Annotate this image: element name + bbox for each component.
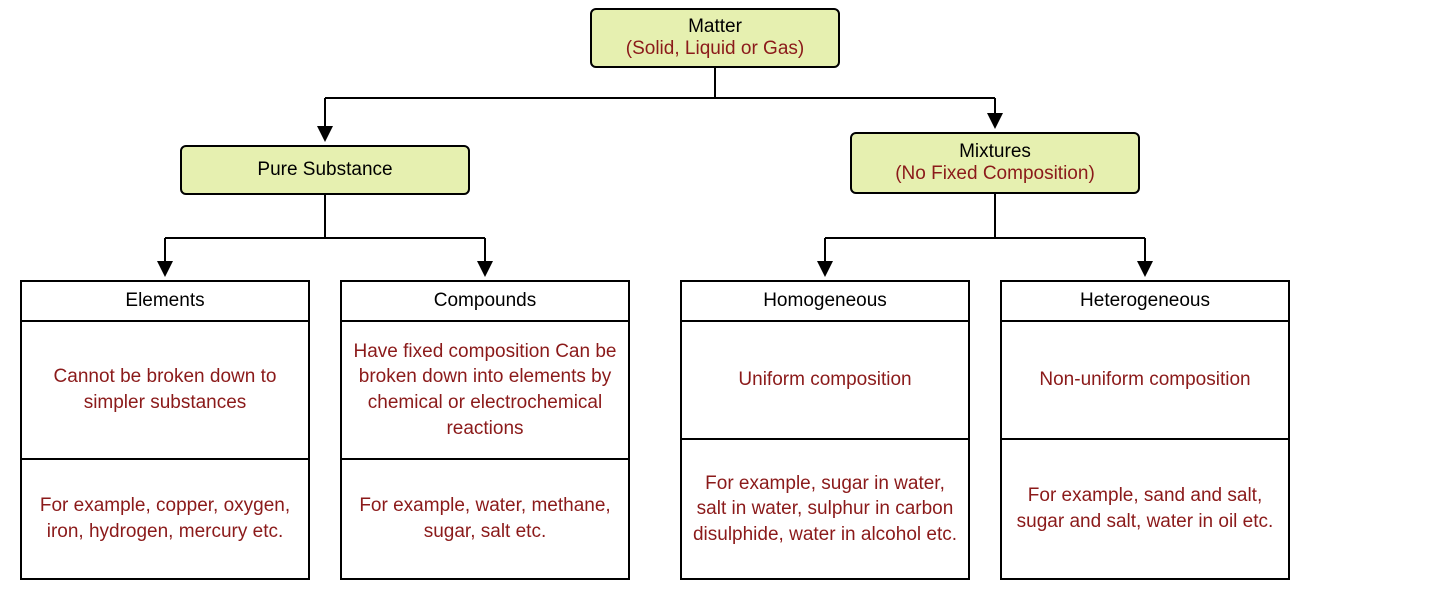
- node-compounds: Compounds Have fixed composition Can be …: [340, 280, 630, 580]
- node-homogeneous-title-cell: Homogeneous: [682, 282, 968, 322]
- node-homogeneous: Homogeneous Uniform composition For exam…: [680, 280, 970, 580]
- node-elements-desc-cell: Cannot be broken down to simpler substan…: [22, 322, 308, 460]
- node-matter: Matter (Solid, Liquid or Gas): [590, 8, 840, 68]
- node-pure-substance-title: Pure Substance: [257, 159, 392, 181]
- node-mixtures-subtitle: (No Fixed Composition): [895, 163, 1095, 185]
- node-compounds-title-cell: Compounds: [342, 282, 628, 322]
- node-heterogeneous-title-cell: Heterogeneous: [1002, 282, 1288, 322]
- node-mixtures-title: Mixtures: [959, 141, 1031, 163]
- node-homogeneous-desc-cell: Uniform composition: [682, 322, 968, 440]
- node-heterogeneous-desc-cell: Non-uniform composition: [1002, 322, 1288, 440]
- node-elements-example-cell: For example, copper, oxygen, iron, hydro…: [22, 460, 308, 578]
- node-elements: Elements Cannot be broken down to simple…: [20, 280, 310, 580]
- node-matter-subtitle: (Solid, Liquid or Gas): [626, 38, 804, 60]
- node-mixtures: Mixtures (No Fixed Composition): [850, 132, 1140, 194]
- node-heterogeneous: Heterogeneous Non-uniform composition Fo…: [1000, 280, 1290, 580]
- node-heterogeneous-example-cell: For example, sand and salt, sugar and sa…: [1002, 440, 1288, 578]
- node-elements-title-cell: Elements: [22, 282, 308, 322]
- node-compounds-desc-cell: Have fixed composition Can be broken dow…: [342, 322, 628, 460]
- node-pure-substance: Pure Substance: [180, 145, 470, 195]
- node-compounds-example-cell: For example, water, methane, sugar, salt…: [342, 460, 628, 578]
- node-homogeneous-example-cell: For example, sugar in water, salt in wat…: [682, 440, 968, 578]
- node-matter-title: Matter: [688, 16, 742, 38]
